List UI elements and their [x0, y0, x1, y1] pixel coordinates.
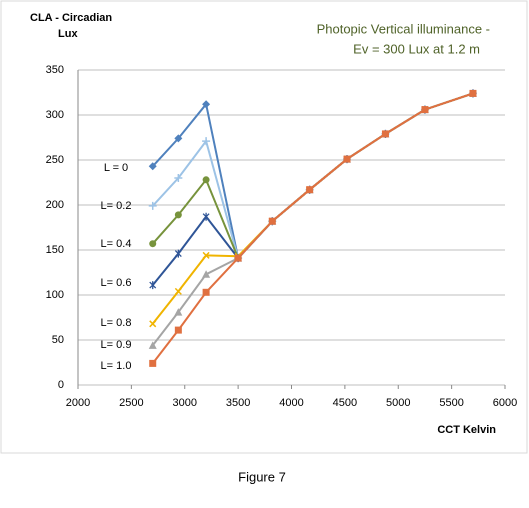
marker — [174, 249, 182, 258]
marker — [174, 308, 183, 316]
y-tick-label: 100 — [46, 289, 64, 301]
marker — [149, 240, 157, 248]
marker — [343, 155, 351, 163]
marker — [234, 254, 242, 262]
y-tick-label: 150 — [46, 244, 64, 256]
marker — [174, 174, 183, 182]
marker — [148, 201, 157, 210]
x-tick-label: 3000 — [173, 397, 197, 409]
marker — [421, 106, 429, 114]
marker — [202, 137, 211, 146]
marker — [174, 211, 182, 219]
marker — [202, 212, 210, 221]
marker — [149, 281, 157, 290]
caption: Figure 7 — [238, 469, 286, 484]
series-label: L= 0.4 — [101, 238, 132, 250]
series-label: L= 0.9 — [101, 339, 132, 351]
x-tick-label: 6000 — [493, 397, 517, 409]
chart-frame — [0, 0, 528, 454]
y-tick-label: 0 — [58, 379, 64, 391]
series-label: L= 0.6 — [101, 277, 132, 289]
y-tick-label: 250 — [46, 154, 64, 166]
series-label: L= 0.2 — [101, 200, 132, 212]
series-label: L= 1.0 — [101, 360, 132, 372]
series — [149, 89, 477, 367]
marker — [174, 326, 182, 334]
marker — [148, 162, 157, 171]
marker — [148, 341, 157, 349]
chart-title: Ev = 300 Lux at 1.2 m — [353, 41, 480, 56]
marker — [174, 134, 183, 143]
x-tick-label: 2000 — [66, 397, 90, 409]
series-label: L = 0 — [104, 162, 128, 174]
marker — [202, 176, 210, 184]
marker — [268, 217, 276, 225]
x-axis-label: CCT Kelvin — [437, 424, 496, 436]
marker — [174, 287, 182, 295]
y-axis-label: Lux — [58, 28, 78, 40]
x-tick-label: 4000 — [279, 397, 303, 409]
x-tick-label: 3500 — [226, 397, 250, 409]
x-tick-label: 4500 — [333, 397, 357, 409]
marker — [202, 288, 210, 296]
y-tick-label: 50 — [52, 334, 64, 346]
x-tick-label: 5500 — [439, 397, 463, 409]
chart-title: Photopic Vertical illuminance - — [317, 21, 490, 36]
y-tick-label: 300 — [46, 109, 64, 121]
y-tick-label: 200 — [46, 199, 64, 211]
marker — [306, 186, 314, 194]
marker — [381, 130, 389, 138]
line — [151, 92, 474, 365]
marker — [149, 320, 157, 328]
marker — [149, 359, 157, 367]
x-tick-label: 2500 — [119, 397, 143, 409]
y-axis-label: CLA - Circadian — [30, 12, 112, 24]
marker — [202, 100, 211, 109]
x-tick-label: 5000 — [386, 397, 410, 409]
marker — [202, 270, 211, 278]
y-tick-label: 350 — [46, 64, 64, 76]
marker — [469, 89, 477, 97]
series-label: L= 0.8 — [101, 317, 132, 329]
marker — [202, 251, 210, 259]
